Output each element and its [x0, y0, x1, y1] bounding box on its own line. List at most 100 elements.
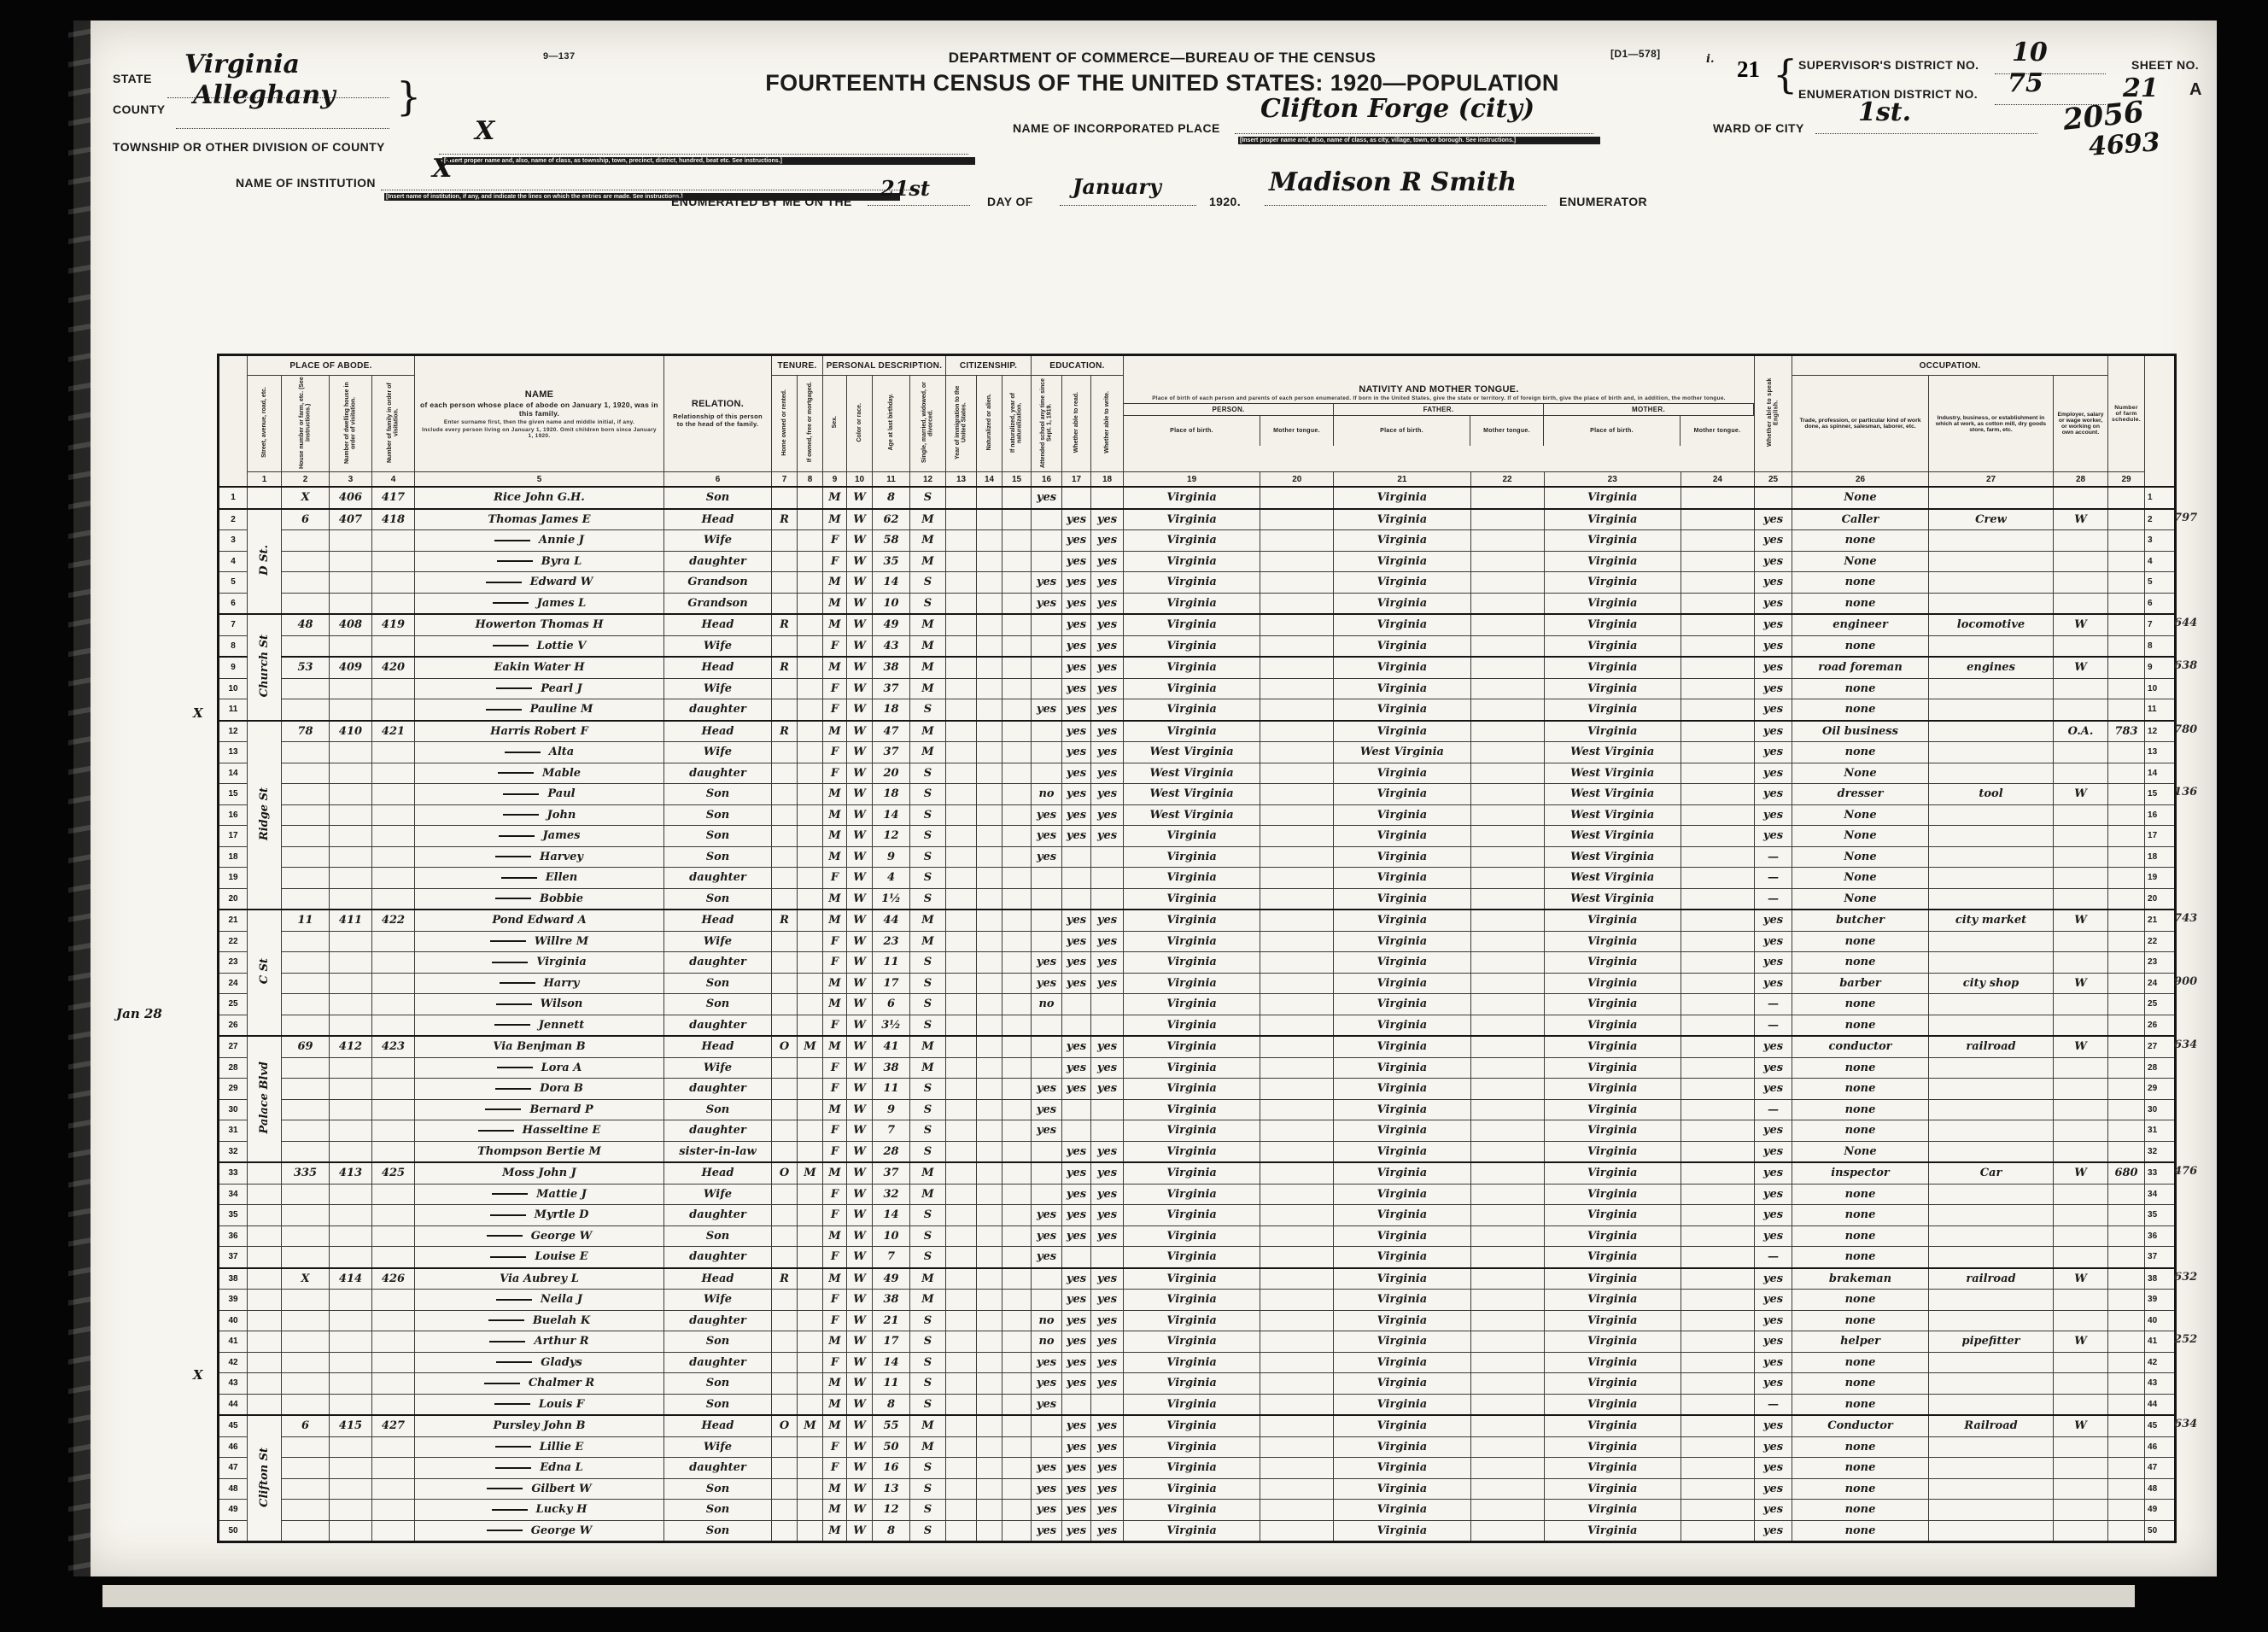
line-number-right: 31	[2144, 1120, 2176, 1142]
attended-school-cell	[1031, 677, 1062, 699]
father-mother-tongue-cell	[1470, 550, 1545, 572]
naturalization-year-cell	[1002, 972, 1032, 994]
employment-class-cell: W	[2053, 656, 2108, 679]
mother-mother-tongue-cell	[1680, 529, 1756, 552]
mother-birthplace-cell: Virginia	[1543, 972, 1681, 994]
color-race-cell: W	[846, 887, 873, 910]
line-number-left: 35	[218, 1204, 248, 1226]
farm-schedule-cell	[2107, 1183, 2146, 1205]
age-cell: 37	[872, 741, 910, 763]
immigration-year-cell	[945, 677, 977, 699]
mother-mother-tongue-cell	[1680, 677, 1756, 699]
naturalization-year-cell	[1002, 1477, 1032, 1500]
immigration-year-cell	[945, 1120, 977, 1142]
employment-class-cell: W	[2053, 1035, 2108, 1058]
farm-schedule-cell	[2107, 1499, 2146, 1521]
family-number-cell	[371, 1183, 415, 1205]
name-cell: James L	[414, 592, 664, 615]
father-birthplace-cell: Virginia	[1333, 1477, 1471, 1500]
dwelling-number-cell	[329, 592, 372, 615]
col2-header: House number or farm, etc. (See instruct…	[281, 375, 330, 472]
naturalization-year-cell	[1002, 677, 1032, 699]
naturalization-year-cell	[1002, 741, 1032, 763]
relation-cell: daughter	[663, 699, 772, 721]
table-row: 7 Church St 48 408 419 Howerton Thomas H Head R…	[218, 613, 2197, 721]
marital-status-cell: M	[909, 1056, 946, 1079]
tenure-mortgage-cell	[797, 1519, 823, 1542]
person-birthplace-cell: Virginia	[1122, 1140, 1261, 1163]
immigration-year-cell	[945, 1225, 977, 1247]
tenure-mortgage-cell	[797, 1098, 823, 1120]
industry-cell	[1928, 867, 2054, 889]
color-race-cell: W	[846, 699, 873, 721]
sex-cell: M	[822, 804, 847, 826]
tenure-mortgage-cell	[797, 804, 823, 826]
father-mother-tongue-cell	[1470, 719, 1545, 742]
speaks-english-cell: yes	[1754, 571, 1792, 594]
father-mother-tongue-cell	[1470, 1309, 1545, 1331]
attended-school-cell	[1031, 1289, 1062, 1311]
able-to-write-cell: yes	[1090, 699, 1124, 721]
speaks-english-cell: —	[1754, 845, 1792, 868]
industry-cell	[1928, 1098, 2054, 1120]
attended-school-cell: yes	[1031, 571, 1062, 594]
family-number-cell	[371, 699, 415, 721]
marital-status-cell: S	[909, 972, 946, 994]
sex-cell: F	[822, 677, 847, 699]
naturalized-cell	[976, 741, 1002, 763]
industry-cell	[1928, 486, 2054, 509]
person-mother-tongue-cell	[1260, 951, 1335, 974]
line-number-left: 12	[218, 719, 248, 742]
mother-mother-tongue-cell	[1680, 1436, 1756, 1458]
person-birthplace-cell: Virginia	[1122, 1266, 1261, 1290]
able-to-write-cell: yes	[1090, 1477, 1124, 1500]
tenure-mortgage-cell	[797, 529, 823, 552]
person-mother-tongue-cell	[1260, 867, 1335, 889]
family-number-cell	[371, 1225, 415, 1247]
occupation-cell: none	[1792, 1351, 1929, 1373]
family-number-cell	[371, 825, 415, 847]
sex-cell: M	[822, 825, 847, 847]
person-mother-tongue-cell	[1260, 486, 1335, 509]
person-birthplace-cell: Virginia	[1122, 1414, 1261, 1437]
enumerated-month: January	[1073, 174, 1161, 199]
person-birthplace-cell: Virginia	[1122, 867, 1261, 889]
mother-birthplace-cell: West Virginia	[1543, 741, 1681, 763]
speaks-english-cell: yes	[1754, 762, 1792, 784]
able-to-read-cell: yes	[1061, 951, 1091, 974]
naturalized-cell	[976, 951, 1002, 974]
employment-class-cell	[2053, 529, 2108, 552]
marital-status-cell: M	[909, 1183, 946, 1205]
col-number-12: 12	[909, 471, 946, 488]
able-to-read-cell: yes	[1061, 972, 1091, 994]
line-number-left: 25	[218, 993, 248, 1015]
dwelling-number-cell: 412	[329, 1035, 372, 1058]
house-number-cell	[281, 867, 330, 889]
house-number-cell: 53	[281, 656, 330, 679]
relation-cell: Son	[663, 1372, 772, 1395]
able-to-write-cell: yes	[1090, 1078, 1124, 1100]
person-mother-tongue-cell	[1260, 783, 1335, 805]
immigration-year-cell	[945, 1204, 977, 1226]
dwelling-number-cell	[329, 1499, 372, 1521]
line-number-left: 36	[218, 1225, 248, 1247]
able-to-write-cell: yes	[1090, 1204, 1124, 1226]
group-occupation: OCCUPATION.	[1792, 354, 2108, 376]
sex-cell: F	[822, 635, 847, 658]
employment-class-cell	[2053, 1120, 2108, 1142]
tenure-owned-rented-cell	[771, 635, 798, 658]
industry-cell	[1928, 845, 2054, 868]
col1-header: Street, avenue, road, etc.	[247, 375, 282, 472]
industry-cell	[1928, 762, 2054, 784]
sex-cell: M	[822, 993, 847, 1015]
color-race-cell: W	[846, 571, 873, 594]
family-number-cell	[371, 592, 415, 615]
father-mother-tongue-cell	[1470, 1477, 1545, 1500]
speaks-english-cell: yes	[1754, 1266, 1792, 1290]
father-mother-tongue-cell	[1470, 1183, 1545, 1205]
line-number-right: 20	[2144, 887, 2176, 910]
able-to-write-cell	[1090, 486, 1124, 509]
